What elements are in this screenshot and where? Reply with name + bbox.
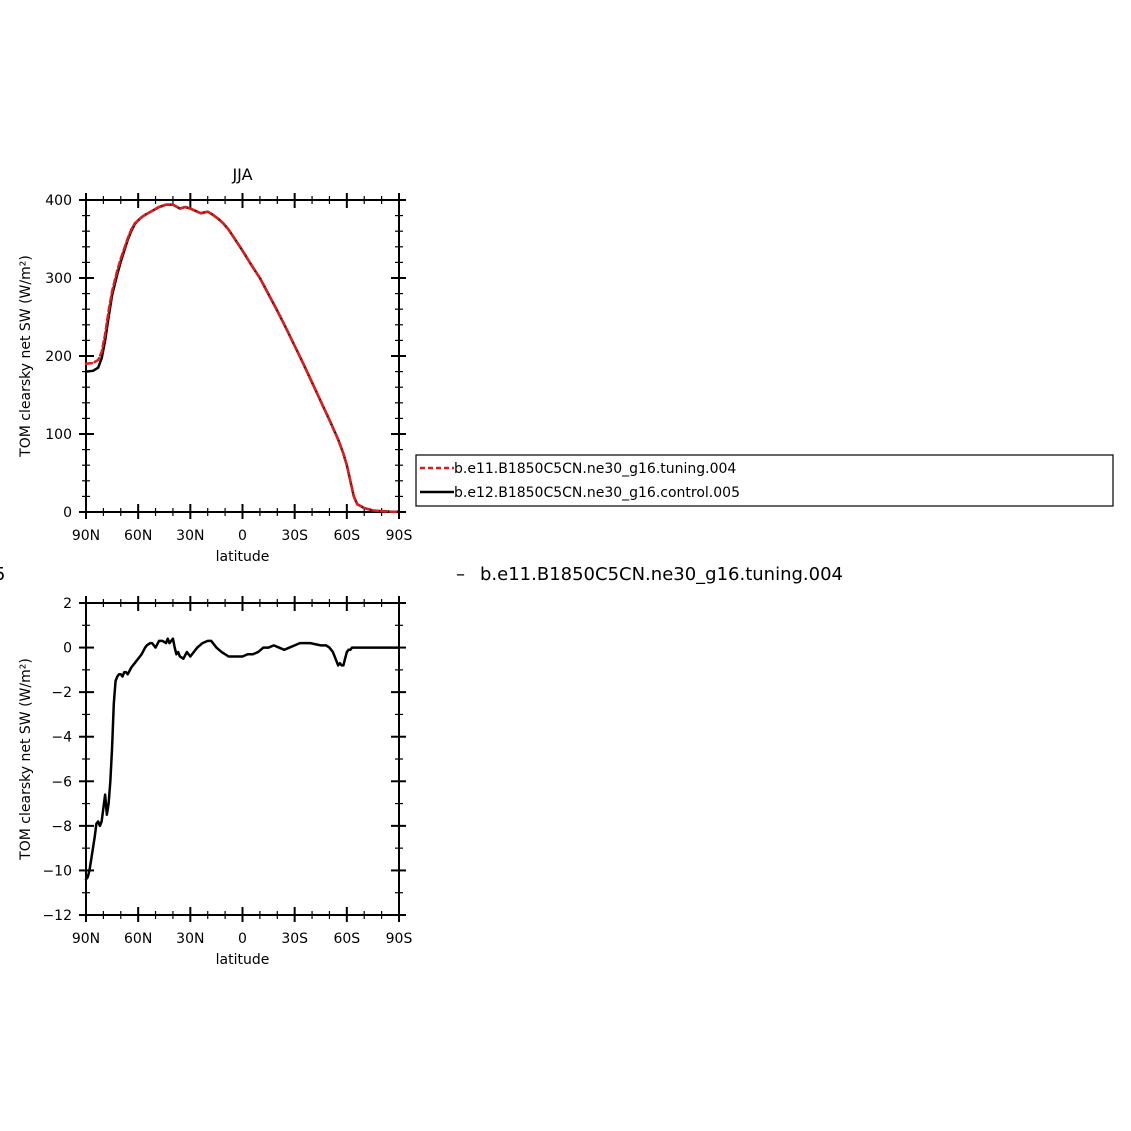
legend-box [415, 454, 1114, 507]
y-tick-label: 400 [45, 193, 72, 209]
y-tick-label: 0 [63, 641, 72, 657]
y-tick-label: −8 [51, 819, 72, 835]
x-tick-label: 90S [386, 528, 413, 544]
legend-label-control: b.e12.B1850C5CN.ne30_g16.control.005 [454, 485, 740, 501]
series-line-tuning [84, 203, 401, 514]
caption-text: b.e11.B1850C5CN.ne30_g16.tuning.004 [480, 564, 843, 585]
x-tick-label: 90N [72, 931, 100, 947]
y-axis-label: TOM clearsky net SW (W/m²) [18, 658, 34, 861]
y-axis-label: TOM clearsky net SW (W/m²) [18, 255, 34, 458]
y-tick-label: 300 [45, 271, 72, 287]
series-line-difference [84, 637, 401, 881]
x-tick-label: 60N [124, 931, 152, 947]
legend-label-tuning: b.e11.B1850C5CN.ne30_g16.tuning.004 [454, 461, 736, 477]
y-tick-label: 2 [63, 596, 72, 612]
y-tick-label: −2 [51, 685, 72, 701]
x-tick-label: 30S [281, 931, 308, 947]
edge-glyph: 5 [0, 564, 5, 585]
panel-bottom: 90N 60N 30N 0 30S 60S 90S −12 −10 −8 −6 −4 −2 0 2 latit… [18, 596, 412, 968]
x-tick-label: 0 [238, 931, 247, 947]
x-tick-label: 0 [238, 528, 247, 544]
x-tick-label: 60N [124, 528, 152, 544]
y-tick-label: 100 [45, 427, 72, 443]
y-tick-label: 0 [63, 505, 72, 521]
x-axis-label: latitude [216, 952, 270, 968]
y-tick-label: −6 [51, 774, 72, 790]
x-tick-label: 30S [281, 528, 308, 544]
plot-frame [85, 602, 400, 916]
caption-marker: – [456, 564, 465, 585]
x-tick-label: 30N [176, 528, 204, 544]
y-tick-label: −12 [42, 908, 72, 924]
x-axis-label: latitude [216, 549, 270, 565]
y-tick-label: −4 [51, 730, 72, 746]
x-tick-label: 60S [333, 528, 360, 544]
x-tick-label: 90N [72, 528, 100, 544]
x-tick-label: 60S [333, 931, 360, 947]
panel-top: 90N 60N 30N 0 30S 60S 90S 0 100 200 300 400 JJA latit… [18, 165, 412, 565]
x-tick-label: 90S [386, 931, 413, 947]
x-tick-label: 30N [176, 931, 204, 947]
chart-title: JJA [231, 165, 252, 184]
plot-frame [85, 199, 400, 513]
legend: b.e11.B1850C5CN.ne30_g16.tuning.004 b.e1… [415, 454, 1114, 507]
y-tick-label: 200 [45, 349, 72, 365]
y-tick-label: −10 [42, 863, 72, 879]
